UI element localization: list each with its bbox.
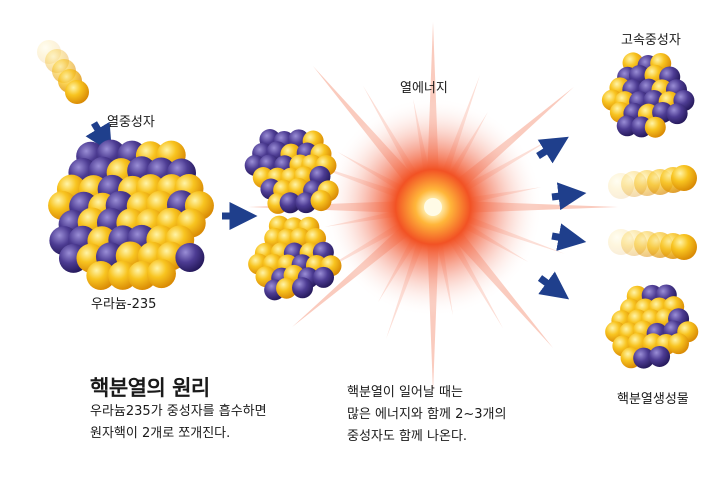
right-caption-line: 많은 에너지와 함께 2~3개의	[347, 407, 507, 422]
diagram-title: 핵분열의 원리	[90, 376, 210, 400]
arrow-to-uranium	[85, 121, 113, 154]
proton-ball	[86, 261, 116, 291]
proton-ball	[310, 190, 332, 212]
fast-neutron-trail	[608, 229, 697, 260]
energy-burst	[248, 22, 618, 392]
fast-neutron-trail	[608, 165, 697, 199]
fragment-nucleus	[244, 129, 339, 214]
neutron-ball	[279, 192, 301, 214]
heat-energy-label: 열에너지	[400, 81, 448, 96]
neutron-ball	[292, 277, 314, 299]
fission-products-label: 핵분열생성물	[617, 392, 689, 407]
neutron-ball	[666, 103, 688, 125]
right-caption-line: 핵분열이 일어날 때는	[347, 385, 463, 400]
arrow-fast-neutron	[551, 182, 587, 211]
neutron-ball	[633, 347, 655, 369]
nuclei	[48, 52, 699, 369]
fragment-nucleus	[248, 215, 342, 301]
fission-product-nucleus	[605, 284, 699, 369]
neutron-ghost	[671, 165, 697, 191]
uranium-nucleus	[48, 139, 214, 291]
right-caption: 핵분열이 일어날 때는 많은 에너지와 함께 2~3개의 중성자도 함께 나온다…	[347, 382, 506, 448]
arrow-fast-neutron	[536, 136, 569, 164]
neutron-ball	[313, 266, 335, 288]
neutron-ghost	[65, 80, 89, 104]
neutron-ball	[649, 345, 671, 367]
proton-ball	[644, 116, 666, 138]
thermal-neutron-label: 열중성자	[107, 115, 155, 130]
arrows	[85, 121, 587, 300]
neutron-ball	[175, 242, 205, 272]
neutron-trails	[37, 40, 697, 260]
fast-neutron-label: 고속중성자	[621, 33, 681, 48]
left-caption-line: 원자핵이 2개로 쪼개진다.	[90, 426, 231, 441]
right-caption-line: 중성자도 함께 나온다.	[347, 429, 468, 444]
proton-ball	[276, 277, 298, 299]
uranium-label: 우라늄-235	[91, 297, 157, 312]
energy-core	[424, 198, 442, 216]
proton-ball	[146, 259, 176, 289]
arrow-fast-neutron	[551, 223, 587, 251]
proton-ball	[667, 333, 689, 355]
arrow-fast-neutron	[537, 271, 570, 300]
left-caption: 우라늄235가 중성자를 흡수하면 원자핵이 2개로 쪼개진다.	[90, 401, 267, 445]
thermal-neutron	[37, 40, 89, 104]
left-caption-line: 우라늄235가 중성자를 흡수하면	[90, 404, 267, 419]
fission-product-nucleus	[601, 52, 695, 138]
neutron-ghost	[671, 234, 697, 260]
